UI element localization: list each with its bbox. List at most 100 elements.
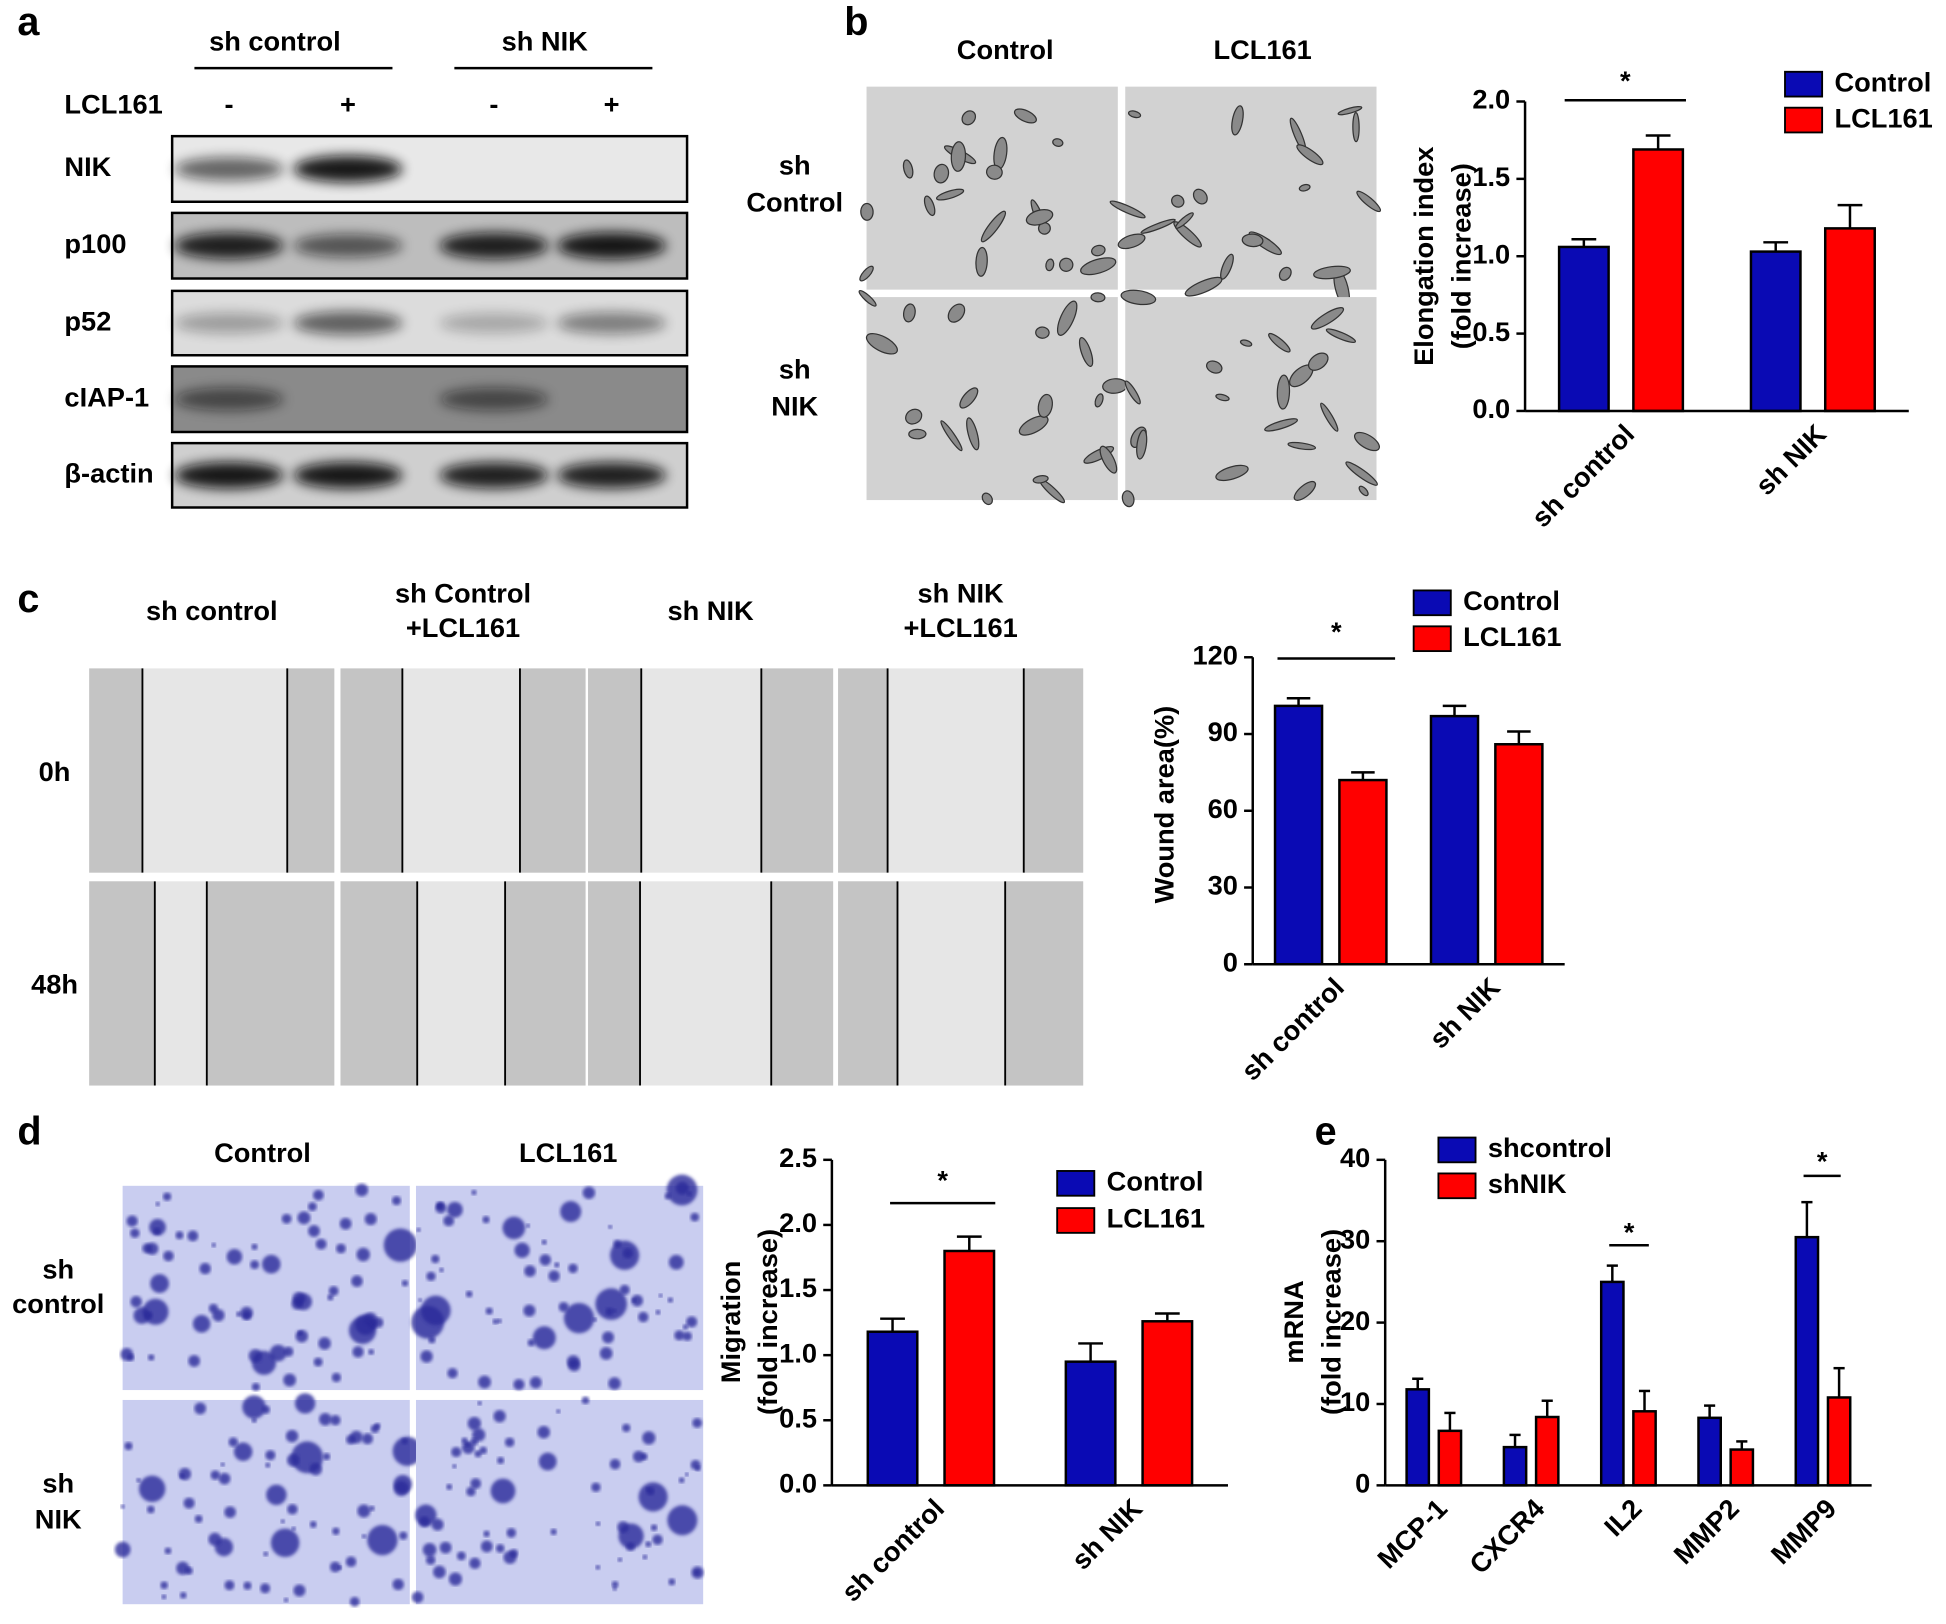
stained-cell bbox=[161, 1594, 167, 1600]
stained-cell bbox=[251, 1243, 258, 1250]
cell bbox=[1184, 276, 1223, 297]
label: +LCL161 bbox=[904, 612, 1018, 643]
cell bbox=[980, 210, 1007, 243]
label: sh bbox=[42, 1468, 74, 1499]
stained-cell bbox=[160, 1581, 169, 1590]
cell bbox=[935, 188, 965, 201]
bar bbox=[1632, 148, 1685, 413]
stained-cell bbox=[124, 1441, 133, 1451]
cell bbox=[975, 246, 988, 277]
stained-cell bbox=[541, 1239, 547, 1245]
stained-cell bbox=[265, 1462, 271, 1468]
label: LCL161 bbox=[1463, 621, 1561, 652]
stained-cell bbox=[482, 1215, 490, 1224]
label: Control bbox=[1835, 66, 1932, 97]
blot-band bbox=[557, 232, 667, 260]
stained-cell bbox=[263, 1551, 269, 1557]
stained-cell bbox=[514, 1242, 530, 1258]
stained-cell bbox=[146, 1505, 155, 1514]
stained-cell bbox=[307, 1202, 317, 1212]
cell bbox=[1345, 461, 1378, 486]
stained-cell bbox=[313, 1357, 323, 1367]
label: 0.5 bbox=[779, 1402, 817, 1433]
cell bbox=[1337, 105, 1363, 116]
stained-cell bbox=[617, 1557, 623, 1562]
stained-cell bbox=[220, 1462, 225, 1467]
label: 1.0 bbox=[1472, 238, 1510, 269]
label: Control bbox=[1463, 585, 1560, 616]
stained-cell bbox=[595, 1288, 627, 1320]
stained-cell bbox=[645, 1541, 652, 1548]
label: mRNA bbox=[1278, 1280, 1309, 1363]
label: 120 bbox=[1192, 639, 1237, 670]
stained-cell bbox=[242, 1395, 266, 1419]
stained-cell bbox=[297, 1211, 311, 1225]
cell bbox=[981, 492, 993, 506]
label: Control bbox=[214, 1137, 311, 1168]
blot-band bbox=[439, 313, 549, 333]
cell bbox=[1287, 441, 1317, 451]
cell bbox=[1310, 307, 1345, 330]
stained-cell bbox=[652, 1534, 663, 1545]
cell-sheet bbox=[1005, 881, 1084, 1086]
stained-cell bbox=[608, 1377, 621, 1390]
cell bbox=[905, 408, 923, 425]
label: 0 bbox=[1355, 1468, 1370, 1499]
content: a b c d e sh control sh NIK LCL161 - + - + NIK p100 p5… bbox=[12, 0, 1933, 1607]
label: 0.0 bbox=[1472, 393, 1510, 424]
stained-cell bbox=[448, 1572, 463, 1586]
stained-cell bbox=[451, 1446, 462, 1458]
cell-sheet bbox=[761, 668, 834, 873]
label: sh bbox=[42, 1253, 74, 1284]
micrograph bbox=[866, 86, 1118, 290]
cell-sheet bbox=[588, 881, 641, 1086]
cell-sheet bbox=[287, 668, 335, 873]
label: * bbox=[1624, 1216, 1635, 1247]
stained-cell bbox=[287, 1504, 298, 1515]
legend-swatch bbox=[1056, 1170, 1096, 1197]
stained-cell bbox=[243, 1581, 252, 1590]
stained-cell bbox=[297, 1330, 303, 1336]
cell-sheet bbox=[838, 668, 888, 873]
stained-cell bbox=[674, 1330, 685, 1341]
cell bbox=[933, 163, 950, 184]
stained-cell bbox=[281, 1213, 292, 1224]
stained-cell bbox=[469, 1557, 481, 1569]
stained-cell bbox=[439, 1541, 452, 1554]
stained-cell bbox=[503, 1550, 517, 1564]
stained-cell bbox=[345, 1556, 357, 1568]
stained-cell bbox=[332, 1527, 340, 1535]
stained-cell bbox=[283, 1597, 289, 1603]
stained-cell bbox=[556, 1409, 561, 1414]
stained-cell bbox=[537, 1425, 551, 1439]
stained-cell bbox=[667, 1505, 698, 1536]
label: Control bbox=[1107, 1166, 1204, 1197]
stained-cell bbox=[602, 1331, 615, 1344]
stained-cell bbox=[684, 1472, 689, 1477]
label: 1.5 bbox=[779, 1272, 817, 1303]
stained-cell bbox=[329, 1561, 341, 1573]
stained-cell bbox=[399, 1531, 408, 1540]
label: sh NIK bbox=[1749, 418, 1832, 501]
stained-cell bbox=[529, 1376, 542, 1389]
blot-band bbox=[439, 462, 549, 489]
label: 10 bbox=[1340, 1386, 1370, 1417]
cell bbox=[961, 110, 977, 126]
stained-cell bbox=[199, 1262, 211, 1275]
stained-cell bbox=[524, 1265, 536, 1277]
cell bbox=[860, 202, 874, 221]
stained-cell bbox=[548, 1270, 560, 1282]
bar bbox=[1502, 1445, 1528, 1487]
stained-cell bbox=[361, 1534, 367, 1539]
stained-cell bbox=[493, 1410, 506, 1423]
cell bbox=[1121, 490, 1135, 508]
blot-band bbox=[174, 461, 284, 489]
stained-cell bbox=[439, 1267, 444, 1273]
label: 2.0 bbox=[779, 1207, 817, 1238]
stained-cell bbox=[164, 1547, 172, 1555]
bar bbox=[943, 1249, 996, 1487]
cell bbox=[959, 387, 979, 409]
cell bbox=[1296, 144, 1324, 166]
label: NIK bbox=[35, 1503, 82, 1534]
stained-cell bbox=[251, 1382, 260, 1392]
